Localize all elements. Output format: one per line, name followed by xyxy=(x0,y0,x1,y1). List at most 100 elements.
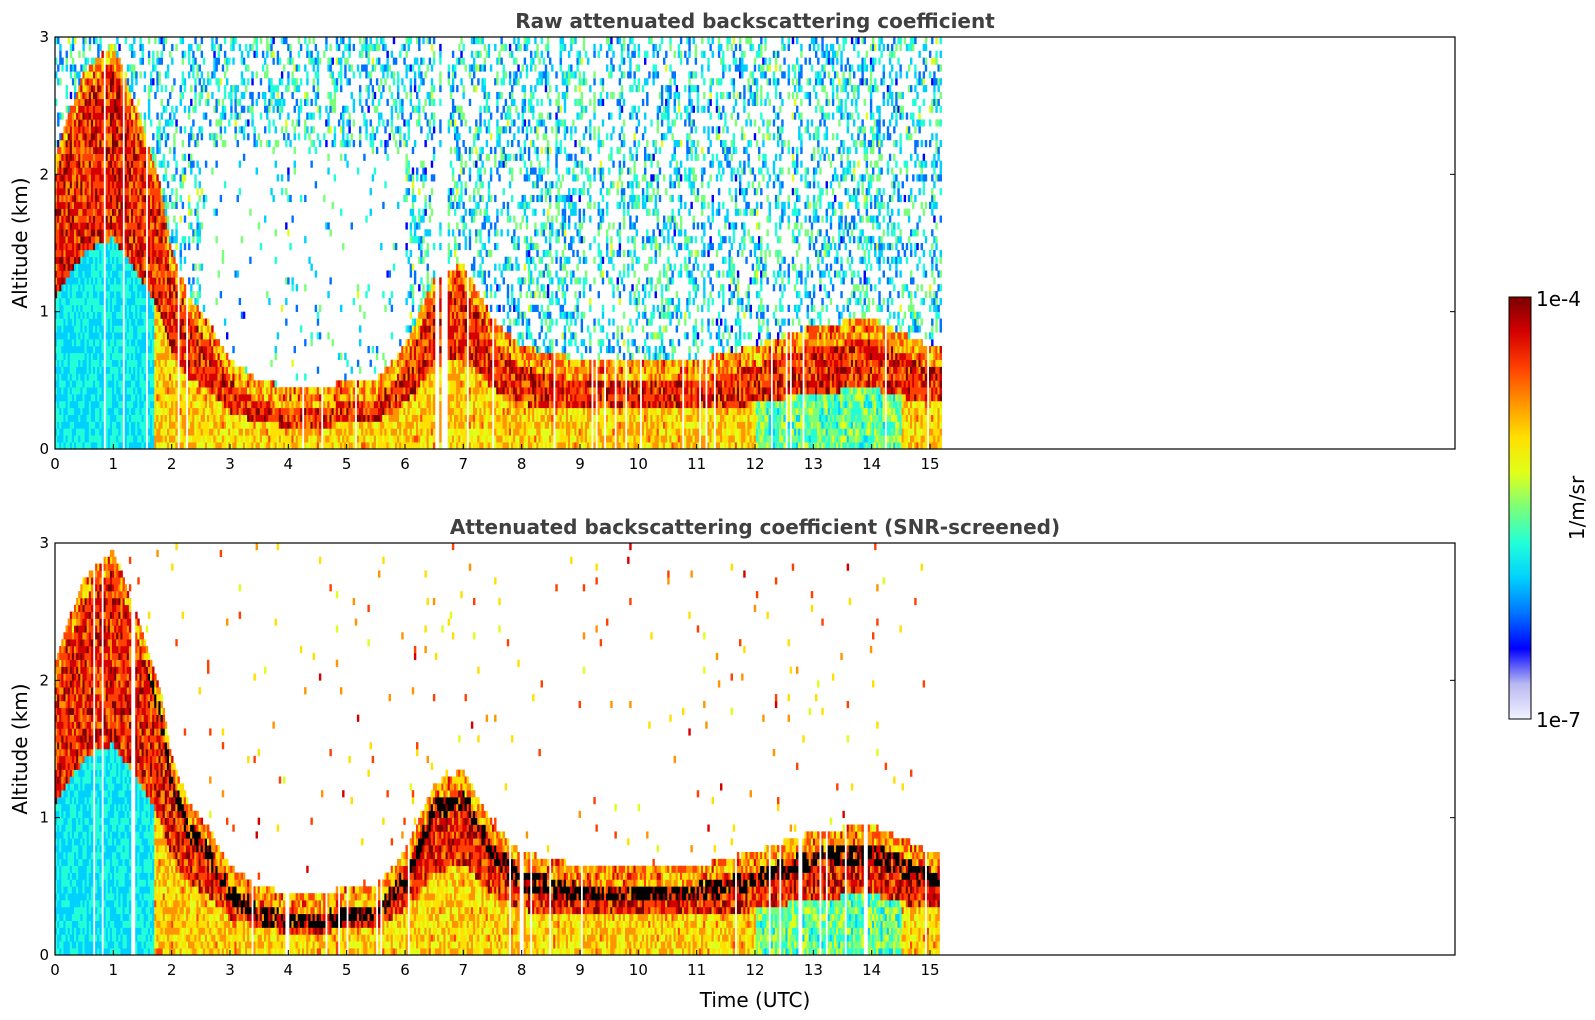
heatmap-cell xyxy=(181,201,185,209)
heatmap-cell xyxy=(150,249,153,258)
heatmap-cell xyxy=(67,387,71,395)
heatmap-cell xyxy=(359,428,362,436)
heatmap-cell xyxy=(128,346,132,354)
heatmap-cell xyxy=(57,153,60,161)
heatmap-cell xyxy=(69,346,73,354)
heatmap-cell xyxy=(128,332,132,340)
heatmap-cell xyxy=(61,146,64,155)
heatmap-cell xyxy=(394,394,398,402)
heatmap-cell xyxy=(101,188,104,196)
heatmap-cell xyxy=(150,428,153,436)
heatmap-cell xyxy=(166,249,170,258)
heatmap-cell xyxy=(242,421,246,429)
heatmap-cell xyxy=(63,428,66,436)
heatmap-cell xyxy=(382,400,385,409)
heatmap-cell xyxy=(80,64,83,72)
heatmap-cell xyxy=(131,71,134,79)
heatmap-cell xyxy=(71,284,75,292)
heatmap-cell xyxy=(308,387,311,395)
heatmap-cell xyxy=(295,373,299,381)
heatmap-cell xyxy=(109,435,113,443)
heatmap-cell xyxy=(179,332,182,340)
heatmap-cell xyxy=(175,167,178,175)
heatmap-cell xyxy=(135,387,138,395)
heatmap-cell xyxy=(80,359,83,367)
heatmap-cell xyxy=(105,304,109,312)
heatmap-cell xyxy=(399,359,402,367)
heatmap-cell xyxy=(162,318,166,326)
heatmap-cell xyxy=(166,442,170,449)
heatmap-cell xyxy=(78,339,81,347)
heatmap-cell xyxy=(80,85,83,93)
heatmap-cell xyxy=(135,78,138,86)
heatmap-cell xyxy=(270,50,273,58)
heatmap-cell xyxy=(109,126,113,134)
heatmap-cell xyxy=(93,236,96,244)
heatmap-cell xyxy=(154,311,157,319)
heatmap-cell xyxy=(131,339,134,347)
heatmap-cell xyxy=(232,387,235,395)
heatmap-cell xyxy=(78,352,81,361)
heatmap-cell xyxy=(327,407,330,415)
heatmap-cell xyxy=(90,194,94,203)
heatmap-cell xyxy=(259,428,263,436)
heatmap-cell xyxy=(114,194,117,203)
heatmap-cell xyxy=(84,400,87,409)
heatmap-cell xyxy=(65,435,68,443)
heatmap-cell xyxy=(61,167,64,175)
heatmap-cell xyxy=(105,318,109,326)
heatmap-cell xyxy=(71,297,75,306)
heatmap-cell xyxy=(367,284,370,292)
heatmap-cell xyxy=(116,325,119,333)
heatmap-cell xyxy=(350,133,353,141)
heatmap-cell xyxy=(150,311,153,319)
heatmap-cell xyxy=(219,78,223,86)
heatmap-cell xyxy=(289,400,292,409)
heatmap-cell xyxy=(255,98,258,106)
heatmap-cell xyxy=(287,421,290,429)
heatmap-cell xyxy=(69,407,73,415)
heatmap-cell xyxy=(348,407,351,415)
heatmap-cell xyxy=(386,387,389,395)
heatmap-cell xyxy=(135,208,138,216)
heatmap-cell xyxy=(63,194,66,203)
heatmap-cell xyxy=(158,71,161,79)
heatmap-cell xyxy=(61,249,64,258)
heatmap-cell xyxy=(359,442,362,449)
heatmap-cell xyxy=(335,407,339,415)
heatmap-cell xyxy=(278,421,282,429)
heatmap-cell xyxy=(200,71,204,79)
heatmap-cell xyxy=(101,174,104,182)
heatmap-cell xyxy=(69,126,73,134)
heatmap-cell xyxy=(124,85,128,93)
heatmap-cell xyxy=(211,91,214,100)
heatmap-cell xyxy=(109,291,113,299)
heatmap-cell xyxy=(166,215,170,223)
heatmap-cell xyxy=(59,181,62,189)
heatmap-cell xyxy=(133,229,136,237)
heatmap-cell xyxy=(245,387,248,395)
heatmap-cell xyxy=(150,263,153,271)
heatmap-cell xyxy=(371,400,375,409)
heatmap-cell xyxy=(342,428,345,436)
heatmap-cell xyxy=(308,442,311,449)
heatmap-cell xyxy=(378,421,381,429)
heatmap-cell xyxy=(181,421,185,429)
heatmap-cell xyxy=(76,284,79,292)
heatmap-cell xyxy=(101,249,104,258)
heatmap-cell xyxy=(150,215,153,223)
heatmap-cell xyxy=(105,50,109,58)
heatmap-cell xyxy=(221,366,225,374)
heatmap-cell xyxy=(90,208,94,216)
heatmap-cell xyxy=(238,407,242,415)
heatmap-cell xyxy=(183,352,187,361)
heatmap-cell xyxy=(183,394,187,402)
heatmap-cell xyxy=(57,428,60,436)
heatmap-cell xyxy=(234,394,237,402)
heatmap-cell xyxy=(192,407,195,415)
heatmap-cell xyxy=(82,380,85,388)
heatmap-cell xyxy=(169,435,172,443)
heatmap-cell xyxy=(394,380,398,388)
heatmap-cell xyxy=(228,366,231,374)
heatmap-cell xyxy=(245,435,248,443)
